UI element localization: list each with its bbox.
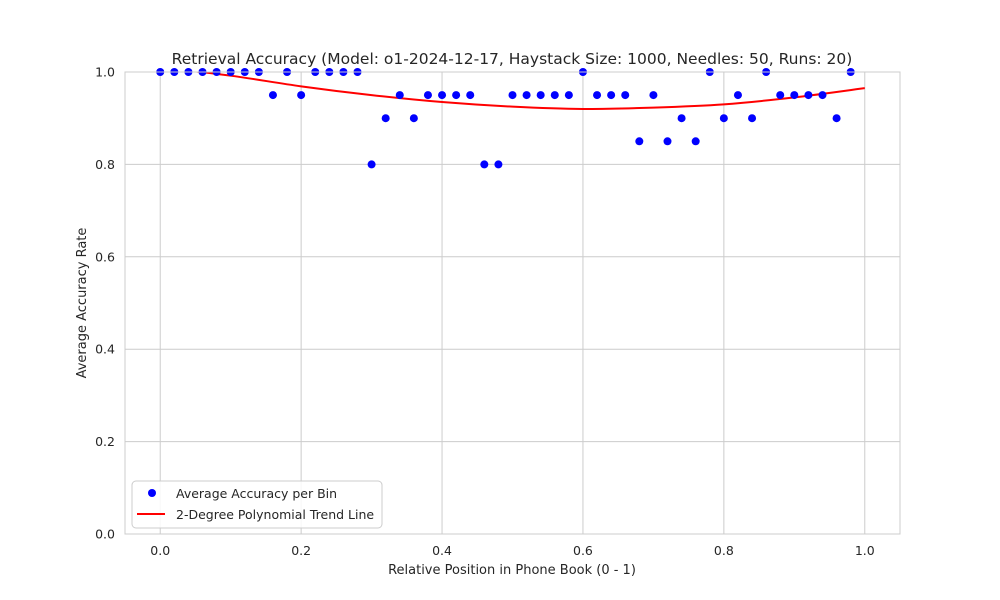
data-point xyxy=(423,91,432,100)
chart-title: Retrieval Accuracy (Model: o1-2024-12-17… xyxy=(172,50,853,68)
data-point xyxy=(621,91,630,100)
data-point xyxy=(381,114,390,123)
data-point xyxy=(748,114,757,123)
legend-box xyxy=(131,480,383,529)
data-point xyxy=(804,91,813,100)
data-point xyxy=(438,91,447,100)
data-point xyxy=(733,91,742,100)
data-point xyxy=(550,91,559,100)
x-axis-label: Relative Position in Phone Book (0 - 1) xyxy=(388,563,636,578)
data-point xyxy=(818,91,827,100)
data-point xyxy=(522,91,531,100)
legend-label-line: 2-Degree Polynomial Trend Line xyxy=(176,507,374,522)
x-tick-label: 0.6 xyxy=(573,543,593,558)
data-point xyxy=(677,114,686,123)
y-tick-label: 0.8 xyxy=(95,157,115,172)
data-point xyxy=(268,91,277,100)
y-tick-label: 0.4 xyxy=(95,342,115,357)
y-tick-label: 0.2 xyxy=(95,434,115,449)
data-point xyxy=(719,114,728,123)
data-point xyxy=(536,91,545,100)
y-tick-label: 0.6 xyxy=(95,249,115,264)
data-point xyxy=(494,160,503,169)
data-point xyxy=(649,91,658,100)
data-point xyxy=(663,137,672,146)
data-point xyxy=(832,114,841,123)
data-point xyxy=(607,91,616,100)
legend: Average Accuracy per Bin 2-Degree Polyno… xyxy=(131,480,383,529)
x-tick-label: 0.8 xyxy=(714,543,734,558)
data-point xyxy=(466,91,475,100)
x-tick-label: 1.0 xyxy=(855,543,875,558)
x-tick-label: 0.4 xyxy=(432,543,452,558)
data-point xyxy=(635,137,644,146)
legend-label-scatter: Average Accuracy per Bin xyxy=(176,486,337,501)
data-point xyxy=(297,91,306,100)
trend-line-group xyxy=(192,72,865,110)
data-point xyxy=(409,114,418,123)
plot-frame xyxy=(124,71,901,535)
data-point xyxy=(776,91,785,100)
data-point xyxy=(367,160,376,169)
trend-line xyxy=(192,72,865,110)
data-point xyxy=(480,160,489,169)
plot-border xyxy=(124,71,901,535)
y-tick-label: 0.0 xyxy=(95,527,115,542)
data-point xyxy=(691,137,700,146)
x-tick-label: 0.2 xyxy=(291,543,311,558)
data-point xyxy=(452,91,461,100)
tick-labels: 0.0 0.2 0.4 0.6 0.8 1.0 0.0 0.2 0.4 0.6 0.8 1.0 xyxy=(95,65,875,559)
legend-marker-scatter xyxy=(148,489,156,497)
data-point xyxy=(395,91,404,100)
data-point xyxy=(593,91,602,100)
data-point xyxy=(564,91,573,100)
data-point xyxy=(508,91,517,100)
y-axis-label: Average Accuracy Rate xyxy=(75,228,90,379)
y-tick-label: 1.0 xyxy=(95,65,115,80)
data-point xyxy=(790,91,799,100)
x-tick-label: 0.0 xyxy=(150,543,170,558)
